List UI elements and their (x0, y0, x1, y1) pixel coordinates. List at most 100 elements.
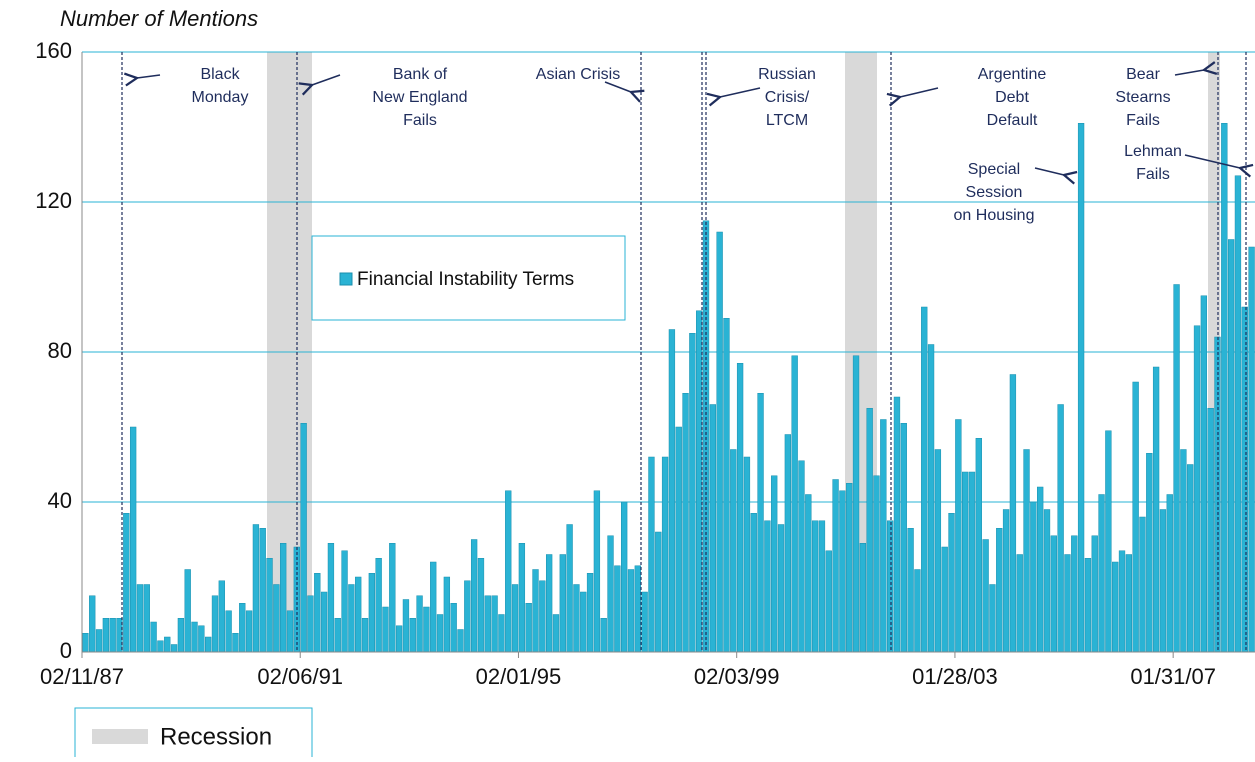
bar (709, 404, 716, 653)
bar (286, 610, 294, 653)
bar (136, 584, 144, 653)
bar (511, 584, 519, 653)
bar (1030, 501, 1037, 653)
bar (1166, 494, 1173, 653)
bar (355, 576, 362, 653)
x-tick-label: 02/11/87 (40, 664, 124, 689)
bar (95, 629, 103, 653)
recession-swatch (92, 729, 148, 744)
annotation: Session (966, 184, 1023, 201)
bar (239, 603, 246, 653)
bar (859, 543, 867, 653)
bar (764, 520, 771, 653)
bar (784, 434, 792, 653)
bar (873, 475, 880, 653)
bar (1187, 464, 1194, 653)
bar (232, 633, 239, 653)
bar (1173, 284, 1180, 653)
bar (191, 621, 198, 653)
x-tick-label: 01/31/07 (1130, 664, 1216, 689)
bar (225, 610, 232, 653)
bar (866, 408, 873, 653)
bar (682, 393, 689, 653)
bar (102, 618, 110, 653)
bar (975, 438, 982, 653)
bar (1071, 535, 1078, 653)
bar (566, 524, 573, 653)
bar (723, 318, 730, 653)
bar (205, 636, 212, 653)
bar (914, 569, 921, 653)
bar (818, 520, 826, 653)
bar (1105, 430, 1112, 653)
event-lines (121, 52, 1247, 652)
annotation: Monday (192, 89, 249, 106)
bar (1132, 381, 1139, 653)
bar (341, 550, 348, 653)
bar (1221, 123, 1228, 653)
bar (668, 329, 676, 653)
bar (1118, 550, 1126, 653)
bar (1152, 366, 1160, 653)
annotation-arrow (1184, 154, 1240, 168)
y-axis-label: Number of Mentions (60, 6, 258, 31)
bar (545, 554, 553, 653)
bar (696, 310, 703, 653)
bar (1125, 554, 1132, 653)
bar (430, 561, 437, 653)
bar (245, 610, 253, 653)
bar (252, 524, 260, 653)
bar (811, 520, 819, 653)
bar (900, 423, 907, 653)
bar (614, 565, 621, 653)
bar (1050, 535, 1057, 653)
bar (805, 494, 812, 653)
bar (934, 449, 942, 653)
bar (389, 543, 396, 653)
bar (1234, 175, 1242, 653)
bar (1159, 509, 1167, 653)
bar (1016, 554, 1023, 653)
legend-box (311, 235, 626, 321)
bar (327, 543, 335, 653)
bar (627, 569, 635, 653)
bar (1084, 558, 1092, 653)
bar (689, 333, 696, 653)
bar (334, 618, 341, 653)
bar (484, 595, 491, 653)
bar (464, 580, 471, 653)
bar (559, 554, 566, 653)
bar (1227, 239, 1235, 653)
bar (955, 419, 962, 653)
bar (314, 573, 321, 653)
bar (1077, 123, 1085, 653)
x-tick-label: 02/06/91 (257, 664, 343, 689)
bar (948, 513, 955, 653)
bar (893, 396, 901, 653)
annotation: Asian Crisis (536, 66, 620, 83)
bar (491, 595, 498, 653)
bar (307, 595, 314, 653)
bar (825, 550, 832, 653)
bar (552, 614, 560, 653)
bar (832, 479, 839, 653)
bar (1139, 516, 1146, 653)
bar (1057, 404, 1064, 653)
annotation: on Housing (954, 207, 1035, 224)
bar (150, 621, 157, 653)
bar (218, 580, 225, 653)
y-tick-label: 80 (48, 338, 72, 363)
bar (198, 625, 205, 653)
bar (157, 640, 164, 653)
bar (641, 591, 648, 653)
bar (941, 546, 948, 653)
bar (1037, 486, 1044, 653)
annotation: Bank of (393, 66, 448, 83)
annotation-arrow (312, 74, 341, 85)
bar (771, 475, 778, 653)
bar (123, 513, 130, 653)
bar (443, 576, 451, 653)
bar (1023, 449, 1030, 653)
bar (375, 558, 382, 653)
